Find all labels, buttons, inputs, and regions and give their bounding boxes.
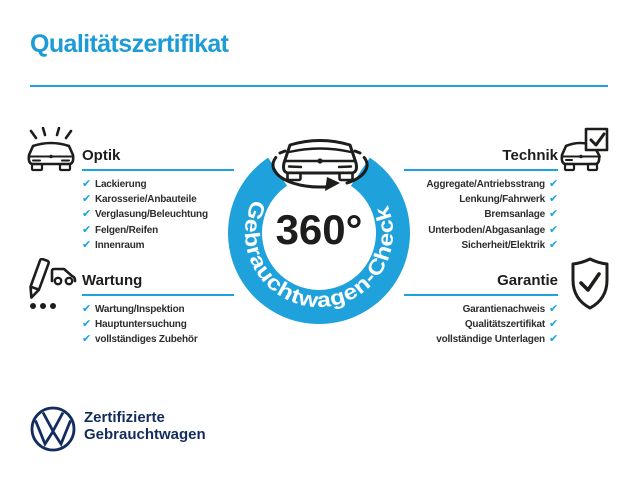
checklist-item: ✔ Lackierung xyxy=(82,178,147,191)
emblem-dot xyxy=(49,154,53,159)
car-front xyxy=(278,139,362,182)
check-icon: ✔ xyxy=(548,193,558,206)
check-icon: ✔ xyxy=(82,178,92,191)
check-icon: ✔ xyxy=(548,333,558,346)
check-icon: ✔ xyxy=(548,178,558,191)
car-shine-icon xyxy=(27,127,75,172)
checklist: ✔ Lackierung ✔ Karosserie/Anbauteile ✔ Verg… xyxy=(82,177,234,253)
checklist-item: Sicherheit/Elektrik ✔ xyxy=(461,238,559,251)
check-icon: ✔ xyxy=(82,208,92,221)
checklist: ✔ Wartung/Inspektion ✔ Hauptuntersuchung ✔… xyxy=(82,302,234,348)
footer-label-line2: Gebrauchtwagen xyxy=(84,425,206,443)
vw-logo-icon xyxy=(30,406,76,452)
wheel xyxy=(563,162,576,172)
dots xyxy=(30,303,56,309)
check-icon: ✔ xyxy=(82,193,92,206)
check-icon: ✔ xyxy=(82,303,92,316)
checklist-item: ✔ vollständiges Zubehör xyxy=(82,333,198,346)
checklist-item: ✔ Karosserie/Anbauteile xyxy=(82,193,197,206)
section-underline xyxy=(404,294,558,296)
section-heading: Garantie xyxy=(497,272,558,289)
section-underline xyxy=(82,294,234,296)
car-body xyxy=(27,141,75,166)
checklist-item: Qualitätszertifikat ✔ xyxy=(464,318,558,331)
wheel xyxy=(586,162,599,172)
checklist: Garantienachweis ✔ Qualitätszertifikat ✔ v… xyxy=(404,302,558,348)
badge-value: 360° xyxy=(276,206,363,253)
blue-ring xyxy=(227,157,410,325)
section-wartung: Wartung ✔ Wartung/Inspektion ✔ Hauptunters… xyxy=(82,272,234,348)
checkbox xyxy=(584,127,609,152)
shield-check-icon xyxy=(571,257,609,310)
checklist-item: Aggregate/Antriebsstrang ✔ xyxy=(426,178,558,191)
check-icon: ✔ xyxy=(82,238,92,251)
section-underline xyxy=(404,169,558,171)
section-underline xyxy=(82,169,234,171)
checklist-item: vollständige Unterlagen ✔ xyxy=(436,333,558,346)
footer-label: Zertifizierte Gebrauchtwagen xyxy=(84,409,206,443)
car-body xyxy=(560,141,601,166)
check-icon: ✔ xyxy=(548,208,558,221)
pencil xyxy=(29,258,50,299)
section-heading: Wartung xyxy=(82,272,143,289)
shine-rays xyxy=(29,127,73,140)
checklist-item: Garantienachweis ✔ xyxy=(462,303,559,316)
check-icon: ✔ xyxy=(82,223,92,236)
section-heading: Optik xyxy=(82,147,121,164)
vehicle-outline xyxy=(50,267,77,283)
service-checklist-icon xyxy=(29,258,77,309)
section-technik: Technik Aggregate/Antriebsstrang ✔ Lenkun… xyxy=(404,147,558,253)
footer-label-line1: Zertifizierte xyxy=(84,409,165,426)
car-360-rotation-icon: Gebrauchtwagen-Check 360° xyxy=(227,139,410,325)
checklist: Aggregate/Antriebsstrang ✔ Lenkung/Fahrwe… xyxy=(404,177,558,253)
vehicle-wheel xyxy=(64,276,74,286)
check-icon: ✔ xyxy=(548,223,558,236)
checklist-item: ✔ Felgen/Reifen xyxy=(82,223,158,236)
car-checkbox-icon xyxy=(560,127,609,172)
check-icon: ✔ xyxy=(548,318,558,331)
emblem-dot xyxy=(579,154,583,159)
checklist-item: ✔ Wartung/Inspektion xyxy=(82,303,185,316)
vehicle-wheel xyxy=(53,276,63,286)
check-icon: ✔ xyxy=(82,333,92,346)
checklist-item: Bremsanlage ✔ xyxy=(484,208,558,221)
checklist-item: ✔ Innenraum xyxy=(82,238,145,251)
wheel xyxy=(58,162,72,172)
title-divider xyxy=(30,85,608,87)
checklist-item: Unterboden/Abgasanlage ✔ xyxy=(428,223,558,236)
checkbox-checkmark xyxy=(589,132,606,147)
shield-checkmark xyxy=(579,272,601,292)
checklist-item: ✔ Verglasung/Beleuchtung xyxy=(82,208,208,221)
section-heading: Technik xyxy=(502,147,558,164)
wheel xyxy=(30,162,44,172)
section-garantie: Garantie Garantienachweis ✔ Qualitätszert… xyxy=(404,272,558,348)
check-icon: ✔ xyxy=(548,303,558,316)
checklist-item: Lenkung/Fahrwerk ✔ xyxy=(459,193,558,206)
checklist-item: ✔ Hauptuntersuchung xyxy=(82,318,187,331)
shield xyxy=(571,257,609,310)
check-icon: ✔ xyxy=(82,318,92,331)
check-icon: ✔ xyxy=(548,238,558,251)
page-title: Qualitätszertifikat xyxy=(30,30,229,58)
section-optik: Optik ✔ Lackierung ✔ Karosserie/Anbauteile… xyxy=(82,147,234,253)
